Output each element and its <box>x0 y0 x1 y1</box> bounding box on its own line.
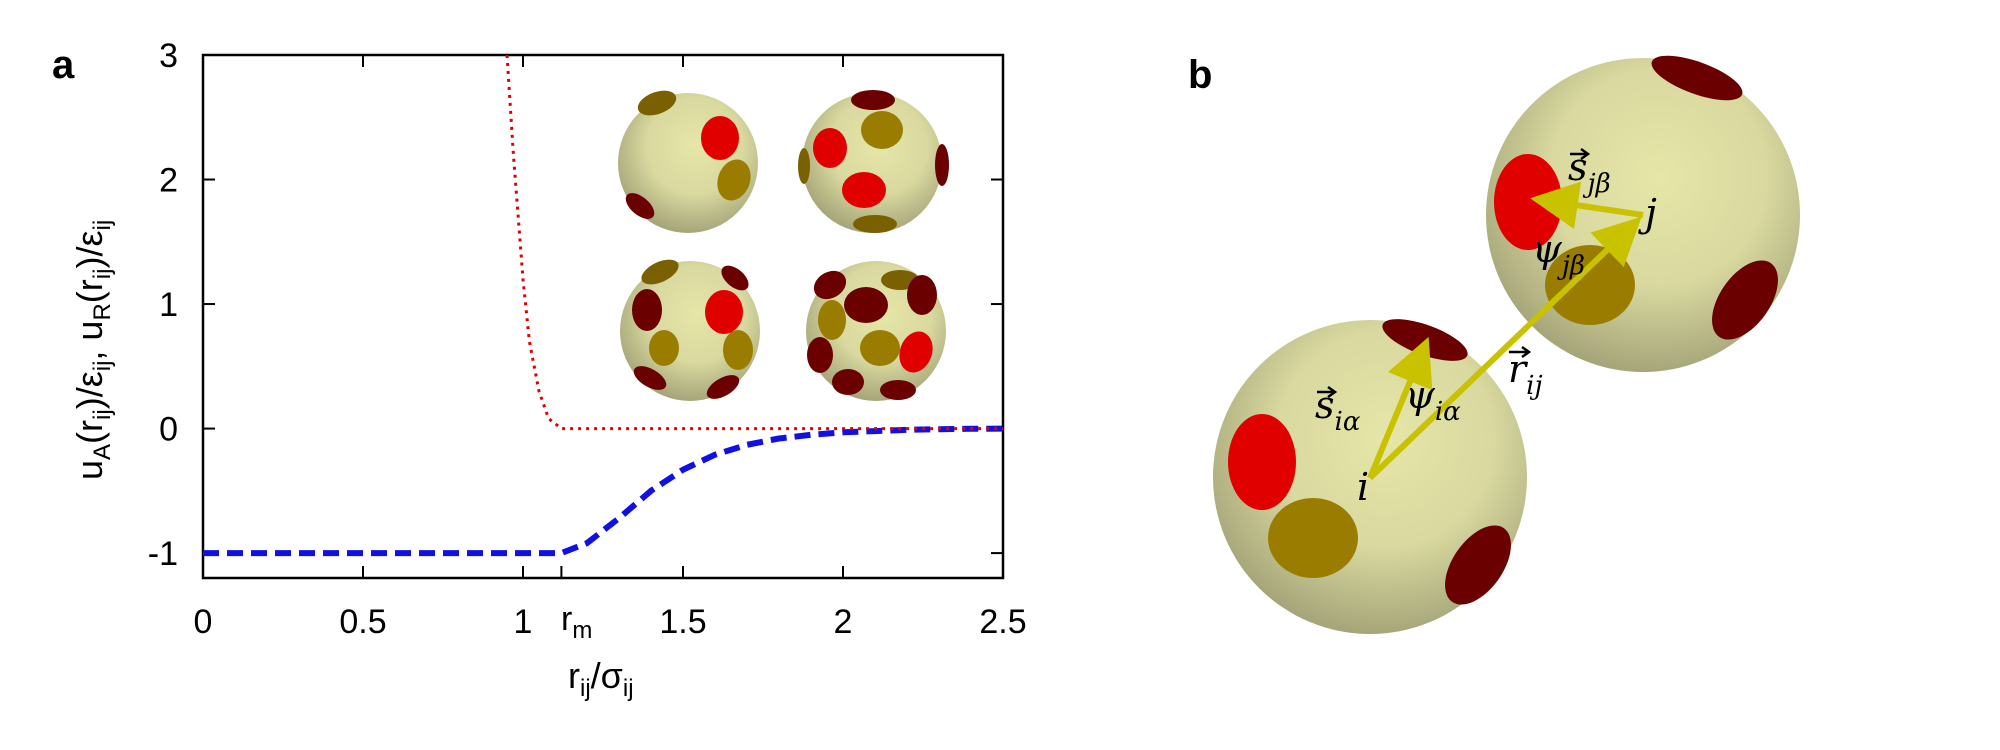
vector-s-i-alpha <box>1367 336 1433 480</box>
label-s-i-alpha: siα <box>1315 383 1361 437</box>
panel-b-label: b <box>1188 53 1212 97</box>
y-tick-label: 3 <box>159 37 178 75</box>
x-tick-label: 1 <box>514 603 533 641</box>
x-tick-label: 0 <box>194 603 213 641</box>
x-tick-label: 2 <box>834 603 853 641</box>
inset-sphere-4 <box>806 261 946 401</box>
patchy-particle-insets <box>618 90 949 401</box>
svg-text:sjβ: sjβ <box>1568 145 1611 199</box>
svg-text:rij: rij <box>1508 347 1543 401</box>
plot-frame <box>201 53 1005 580</box>
inset-sphere-3 <box>620 259 760 401</box>
label-psi-i-alpha: ψiα <box>1405 373 1461 427</box>
y-tick-label: 1 <box>159 286 178 324</box>
x-axis-label: rij/σij <box>568 655 634 702</box>
panel-a-label: a <box>52 43 75 87</box>
label-s-j-beta: sjβ <box>1568 145 1611 199</box>
svg-text:siα: siα <box>1315 383 1361 437</box>
label-r-ij: rij <box>1508 345 1543 401</box>
label-psi-j-beta: ψjβ <box>1532 227 1585 281</box>
series-layer <box>203 54 1004 557</box>
attractive-series <box>203 425 1004 557</box>
inset-sphere-1 <box>618 90 758 233</box>
y-tick-label: 0 <box>159 411 178 449</box>
label-i: i <box>1357 465 1369 509</box>
vector-r-ij <box>1367 216 1642 481</box>
potential-chart: 0 0.5 1 1.5 2 2.5 -1 0 1 2 3 rm rij/σij uA(rij)/εi… <box>69 37 1027 702</box>
x-tick-label: 2.5 <box>979 603 1026 641</box>
y-tick-label: -1 <box>148 535 178 573</box>
x-tick-label: 1.5 <box>659 603 706 641</box>
patchy-pair-diagram: i j rij siα sjβ ψiα ψjβ <box>1213 55 1800 634</box>
inset-sphere-2 <box>798 90 949 233</box>
x-tick-label: 0.5 <box>339 603 386 641</box>
vector-s-j-beta <box>1530 181 1644 230</box>
y-axis-label: uA(rij)/εij, uR(rij)/εij <box>69 220 116 480</box>
rm-tick-label: rm <box>561 600 592 644</box>
y-tick-label: 2 <box>159 162 178 200</box>
axis-tick-labels: 0 0.5 1 1.5 2 2.5 -1 0 1 2 3 <box>148 37 1027 641</box>
